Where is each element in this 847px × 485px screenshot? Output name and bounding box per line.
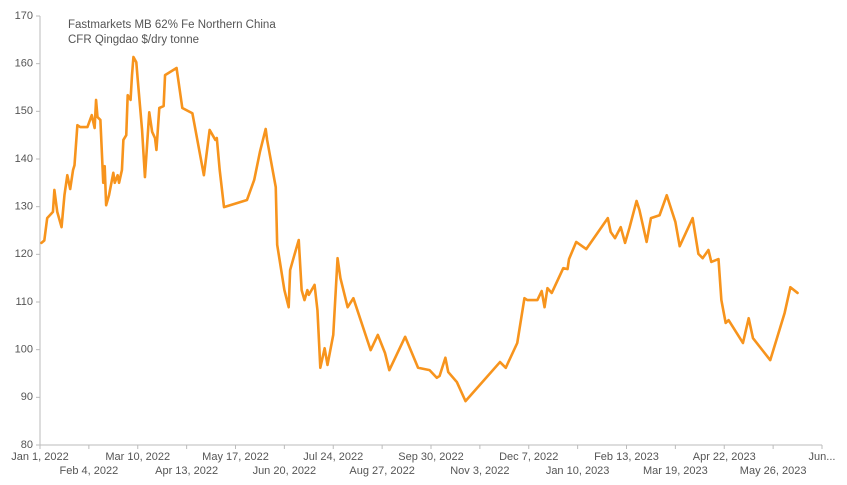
x-tick-label: Feb 13, 2023 (594, 451, 659, 463)
x-tick-label: Sep 30, 2022 (398, 451, 463, 463)
x-tick-label: Nov 3, 2022 (450, 465, 509, 477)
x-tick-label: Dec 7, 2022 (499, 451, 558, 463)
x-tick-label: Feb 4, 2022 (60, 465, 119, 477)
y-tick-label: 160 (15, 58, 33, 70)
x-tick-label: Jul 24, 2022 (303, 451, 363, 463)
y-tick-label: 80 (21, 439, 33, 451)
line (40, 55, 799, 403)
x-tick-label: Jun... (809, 451, 836, 463)
x-tick-label: Mar 10, 2022 (105, 451, 170, 463)
y-tick-label: 140 (15, 153, 33, 165)
x-tick-label: May 26, 2023 (740, 465, 807, 477)
x-tick-label: Apr 22, 2023 (693, 451, 756, 463)
x-tick-label: Jan 1, 2022 (11, 451, 69, 463)
y-tick-label: 170 (15, 10, 33, 22)
x-tick-label: Jan 10, 2023 (546, 465, 610, 477)
y-tick-label: 90 (21, 391, 33, 403)
chart-title: CFR Qingdao $/dry tonne (68, 34, 199, 46)
y-tick-label: 110 (15, 296, 33, 308)
y-tick-label: 150 (15, 105, 33, 117)
x-tick-label: Mar 19, 2023 (643, 465, 708, 477)
chart-title: Fastmarkets MB 62% Fe Northern China (68, 19, 276, 31)
y-tick-label: 120 (15, 248, 33, 260)
x-tick-label: Jun 20, 2022 (253, 465, 317, 477)
x-tick-label: May 17, 2022 (202, 451, 269, 463)
y-tick-label: 130 (15, 201, 33, 213)
x-tick-label: Aug 27, 2022 (349, 465, 414, 477)
x-tick-label: Apr 13, 2022 (155, 465, 218, 477)
y-tick-label: 100 (15, 344, 33, 356)
